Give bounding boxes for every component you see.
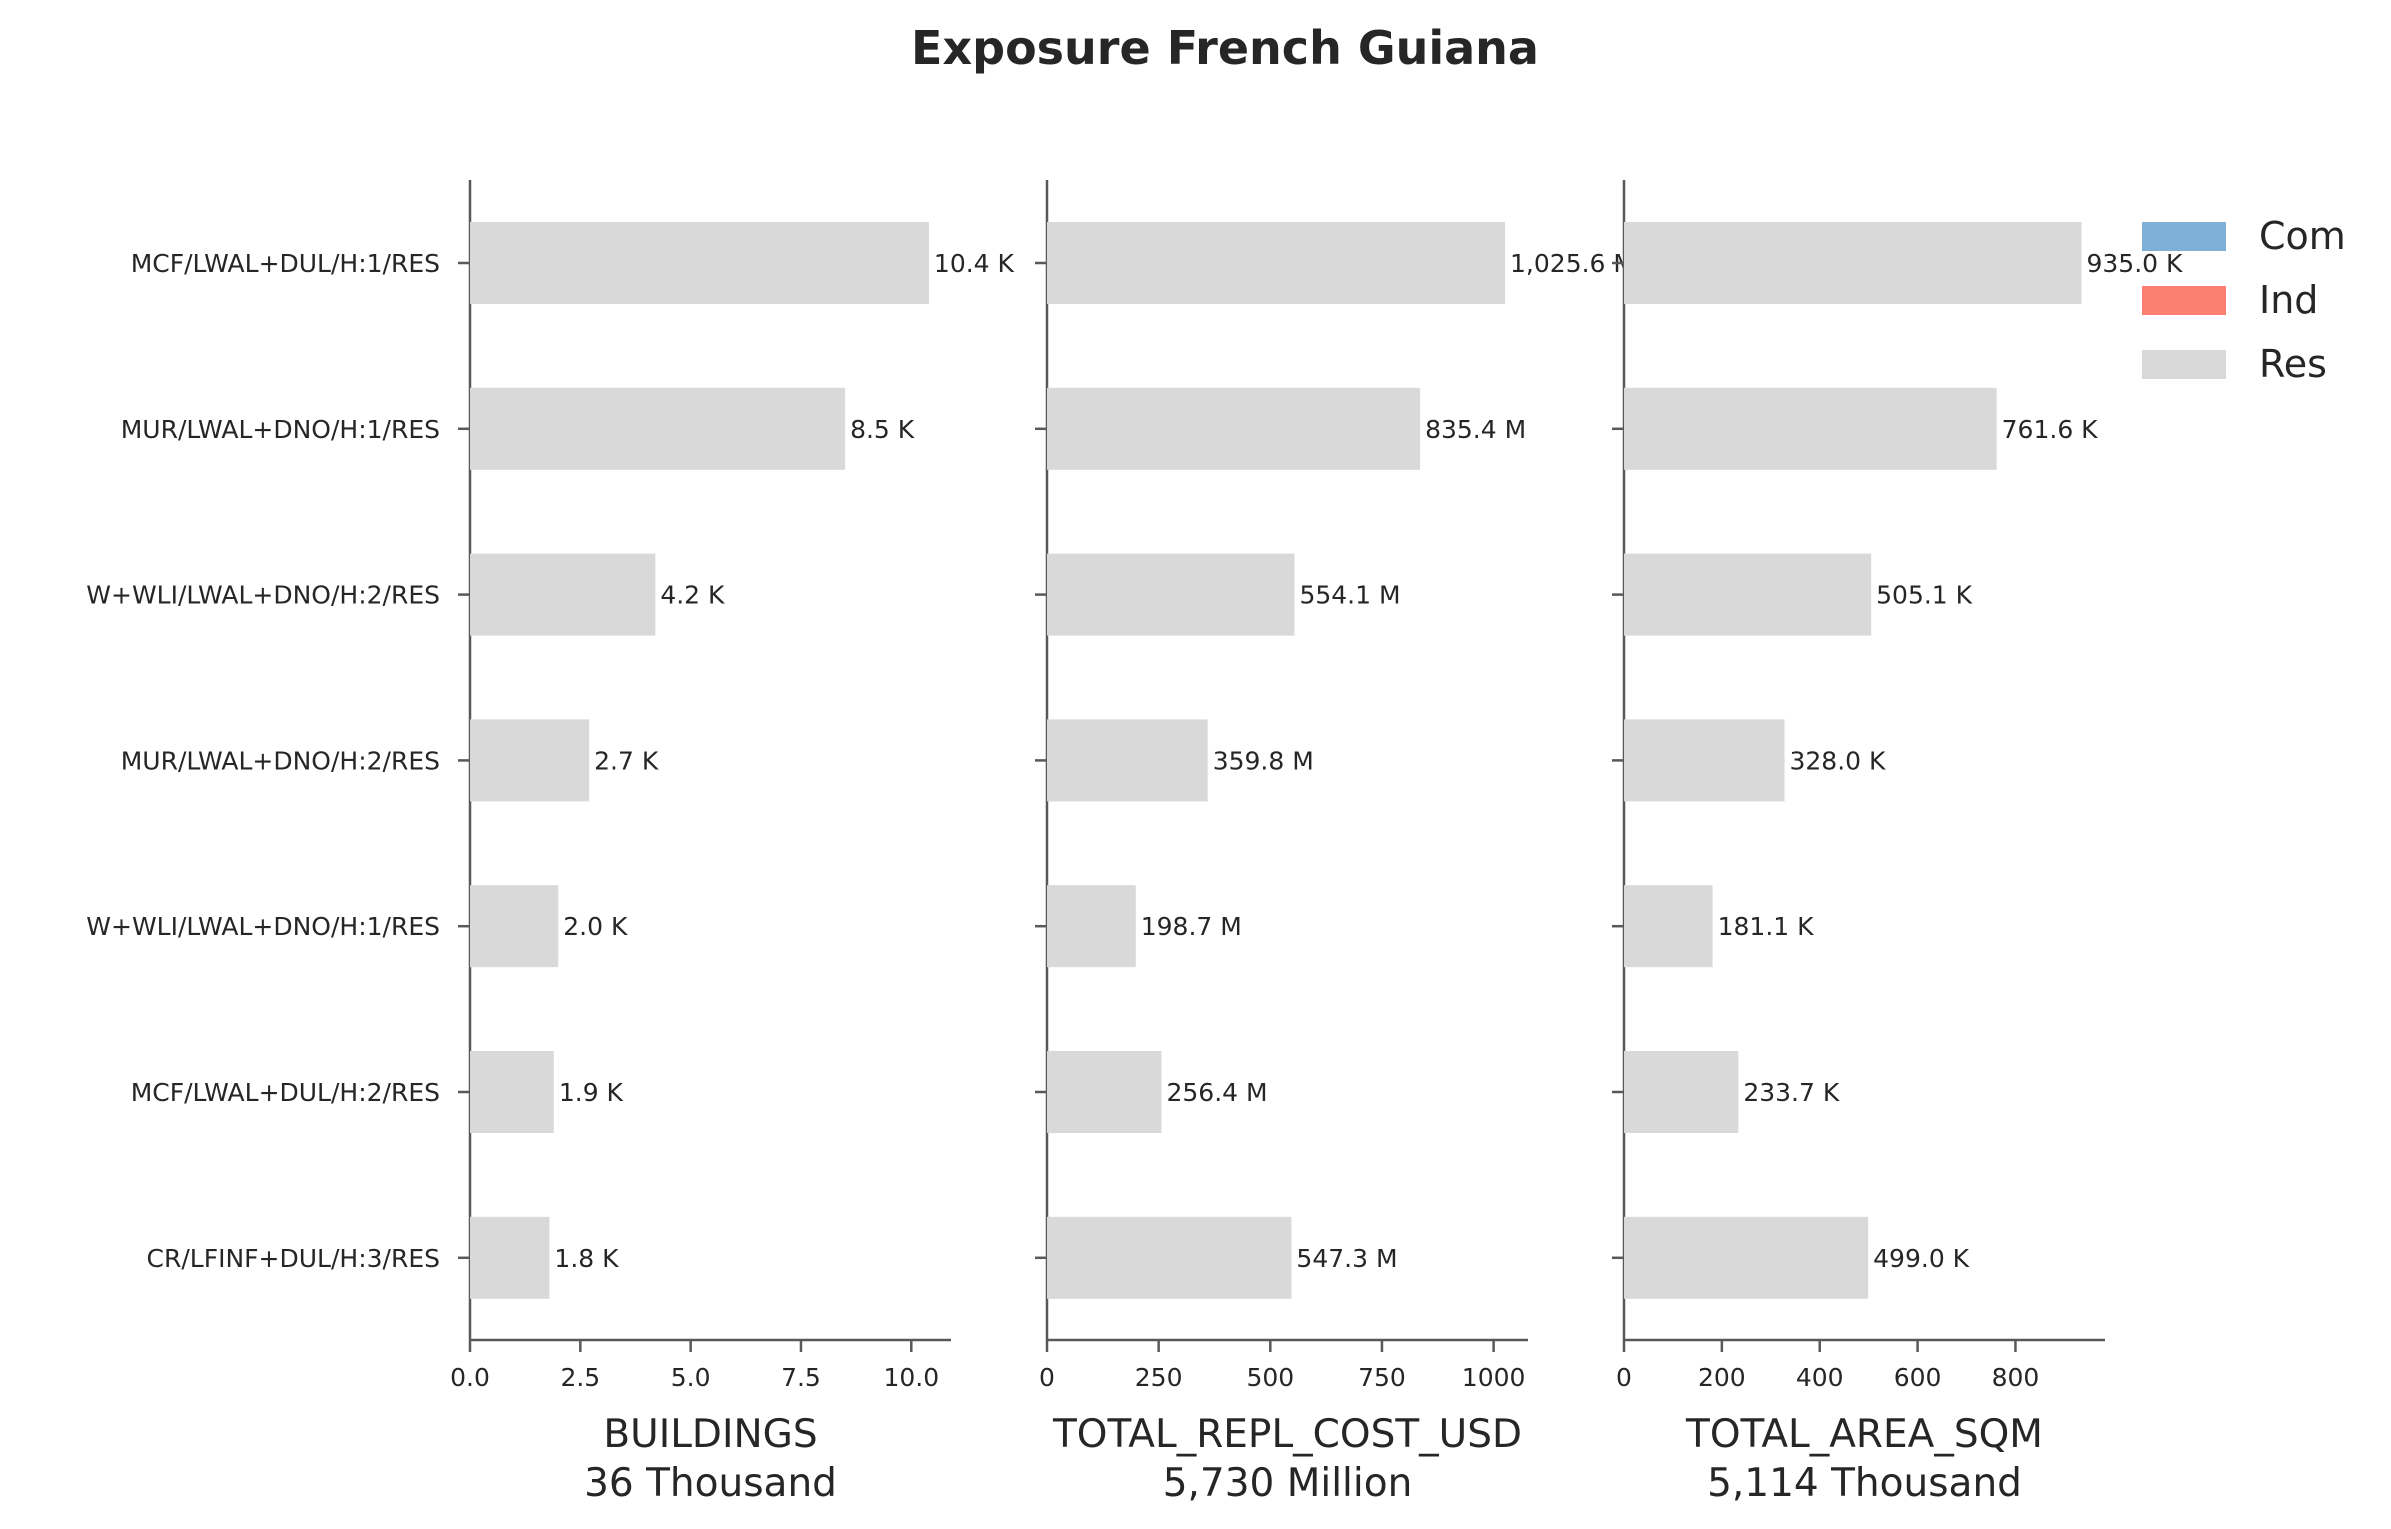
y-tick-label: W+WLI/LWAL+DNO/H:2/RES [86, 581, 440, 610]
bar [1624, 387, 1997, 470]
panels: MCF/LWAL+DUL/H:1/RES 10.4 K MUR/LWAL+DNO/H… [86, 180, 2183, 1506]
bar [1624, 885, 1713, 968]
bar [1624, 1051, 1739, 1133]
bar-value-label: 1.8 K [554, 1244, 619, 1273]
x-tick-label: 800 [1992, 1363, 2040, 1392]
bar-value-label: 10.4 K [934, 249, 1015, 278]
bar-value-label: 1.9 K [559, 1078, 624, 1107]
bar-value-label: 2.0 K [563, 912, 628, 941]
y-tick-label: MCF/LWAL+DUL/H:2/RES [131, 1078, 440, 1107]
x-tick-label: 200 [1698, 1363, 1746, 1392]
bar-value-label: 505.1 K [1876, 581, 1973, 610]
x-tick-label: 2.5 [560, 1363, 600, 1392]
bar-value-label: 4.2 K [660, 581, 725, 610]
bar [470, 1051, 554, 1133]
bar [1047, 1051, 1162, 1133]
bar [1047, 222, 1506, 304]
legend-swatch-ind [2142, 286, 2226, 315]
bar [470, 1216, 550, 1299]
legend-swatch-com [2142, 222, 2226, 251]
bar-value-label: 8.5 K [850, 415, 915, 444]
legend-label-com: Com [2259, 214, 2346, 258]
chart-title: Exposure French Guiana [911, 21, 1539, 75]
x-axis-total-label: 5,730 Million [1163, 1461, 1413, 1506]
x-tick-label: 10.0 [883, 1363, 939, 1392]
bar-value-label: 935.0 K [2087, 249, 2184, 278]
x-tick-label: 0 [1616, 1363, 1632, 1392]
x-tick-label: 400 [1796, 1363, 1844, 1392]
bar [470, 222, 929, 304]
x-tick-label: 7.5 [781, 1363, 821, 1392]
bar [1047, 553, 1295, 636]
x-axis-total-label: 5,114 Thousand [1707, 1461, 2022, 1506]
x-tick-label: 1000 [1462, 1363, 1526, 1392]
y-tick-label: CR/LFINF+DUL/H:3/RES [147, 1244, 440, 1273]
bar [1624, 1216, 1869, 1299]
bar-value-label: 547.3 M [1296, 1244, 1397, 1273]
bar [470, 387, 846, 470]
bar-value-label: 554.1 M [1299, 581, 1400, 610]
bar [1047, 885, 1136, 968]
x-axis-label: TOTAL_REPL_COST_USD [1052, 1412, 1522, 1457]
bar-value-label: 359.8 M [1213, 746, 1314, 775]
bar-value-label: 761.6 K [2002, 415, 2099, 444]
x-tick-label: 250 [1135, 1363, 1183, 1392]
x-tick-label: 600 [1894, 1363, 1942, 1392]
y-tick-label: MCF/LWAL+DUL/H:1/RES [131, 249, 440, 278]
bar-value-label: 328.0 K [1789, 746, 1886, 775]
bar-value-label: 181.1 K [1718, 912, 1815, 941]
legend-label-ind: Ind [2259, 278, 2318, 322]
bar-value-label: 198.7 M [1141, 912, 1242, 941]
bar-value-label: 256.4 M [1167, 1078, 1268, 1107]
x-tick-label: 750 [1358, 1363, 1406, 1392]
y-tick-label: MUR/LWAL+DNO/H:2/RES [121, 746, 440, 775]
bar [1624, 719, 1785, 802]
bar [470, 553, 656, 636]
bar [470, 719, 590, 802]
bar [470, 885, 559, 968]
legend: Com Ind Res [2142, 214, 2346, 386]
panel-3: 935.0 K 761.6 K 505.1 K 328.0 K 181.1 K 233.7… [1612, 180, 2183, 1506]
x-axis-label: BUILDINGS [603, 1412, 817, 1457]
bar [1624, 553, 1872, 636]
y-tick-label: MUR/LWAL+DNO/H:1/RES [121, 415, 440, 444]
bar-value-label: 835.4 M [1425, 415, 1526, 444]
bar-value-label: 233.7 K [1743, 1078, 1840, 1107]
x-tick-label: 0 [1039, 1363, 1055, 1392]
y-tick-label: W+WLI/LWAL+DNO/H:1/RES [86, 912, 440, 941]
x-tick-label: 5.0 [671, 1363, 711, 1392]
panel-1: MCF/LWAL+DUL/H:1/RES 10.4 K MUR/LWAL+DNO/H… [86, 180, 1015, 1506]
x-axis-label: TOTAL_AREA_SQM [1685, 1412, 2043, 1457]
bar-value-label: 499.0 K [1873, 1244, 1970, 1273]
x-tick-label: 500 [1246, 1363, 1294, 1392]
x-tick-label: 0.0 [450, 1363, 490, 1392]
legend-label-res: Res [2259, 342, 2327, 386]
bar [1047, 1216, 1292, 1299]
bar [1624, 222, 2082, 304]
legend-swatch-res [2142, 350, 2226, 379]
bar [1047, 387, 1421, 470]
bar-value-label: 2.7 K [594, 746, 659, 775]
bar [1047, 719, 1208, 802]
x-axis-total-label: 36 Thousand [584, 1461, 837, 1506]
